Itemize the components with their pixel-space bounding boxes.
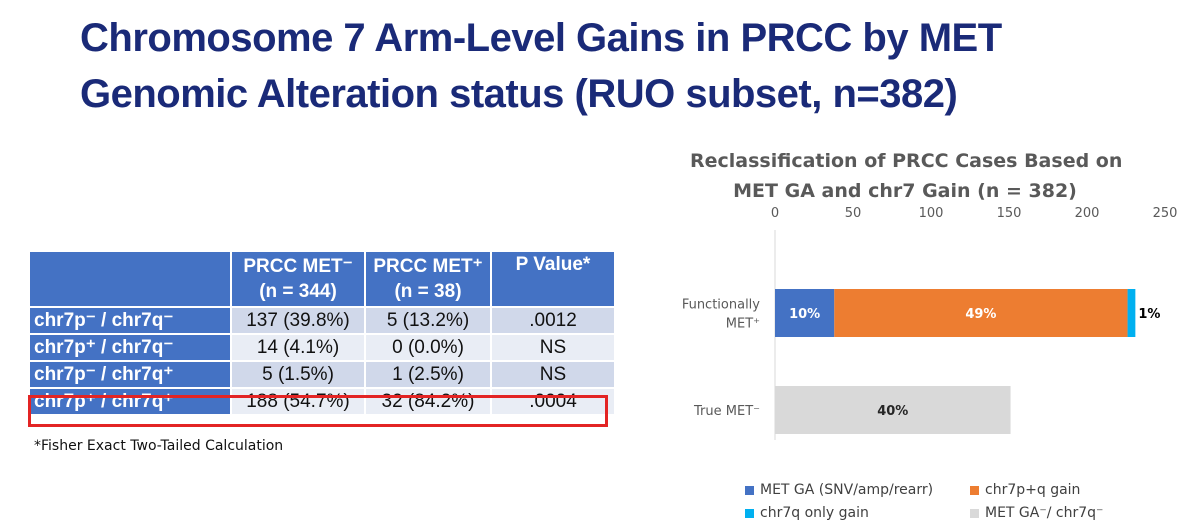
x-tick-label: 150 (997, 206, 1022, 221)
legend-swatch (970, 508, 979, 518)
legend-swatch (745, 485, 754, 495)
legend-label: chr7q only gain (760, 505, 869, 521)
row-label: chr7p⁺ / chr7q⁻ (30, 335, 230, 360)
table-header-row: PRCC MET⁻ (n = 344) PRCC MET⁺ (n = 38) P… (30, 252, 614, 306)
met-neg-cell: 188 (54.7%) (232, 389, 364, 414)
header-prcc-met-pos-n: (n = 38) (394, 281, 462, 302)
legend-item: MET GA⁻/ chr7q⁻ (970, 505, 1103, 521)
legend-item: chr7p+q gain (970, 482, 1080, 498)
legend-swatch (970, 485, 979, 495)
legend-item: chr7q only gain (745, 505, 869, 521)
met-pos-cell: 5 (13.2%) (366, 308, 490, 333)
x-tick-label: 0 (771, 206, 779, 221)
table-corner-cell (30, 252, 230, 306)
p-value-cell: .0012 (492, 308, 614, 333)
legend-swatch (745, 508, 754, 518)
met-pos-cell: 32 (84.2%) (366, 389, 490, 414)
header-prcc-met-neg-n: (n = 344) (259, 281, 337, 302)
data-label: 49% (965, 307, 996, 322)
legend-label: MET GA⁻/ chr7q⁻ (985, 505, 1104, 521)
row-label: chr7p⁻ / chr7q⁺ (30, 362, 230, 387)
row-label: chr7p⁻ / chr7q⁻ (30, 308, 230, 333)
header-p-value-label: P Value* (515, 254, 591, 275)
data-label: 1% (1138, 307, 1160, 322)
p-value-cell: NS (492, 362, 614, 387)
legend-item: MET GA (SNV/amp/rearr) (745, 482, 933, 498)
table-row: chr7p⁺ / chr7q⁺ 188 (54.7%) 32 (84.2%) .… (30, 389, 614, 414)
x-tick-label: 100 (919, 206, 944, 221)
legend-label: MET GA (SNV/amp/rearr) (760, 482, 934, 498)
met-pos-cell: 0 (0.0%) (366, 335, 490, 360)
p-value-cell: NS (492, 335, 614, 360)
reclassification-bar-chart: 0 50 100 150 200 250 Functionally MET⁺ 10% 49% 1% T… (682, 206, 1178, 440)
category-label: Functionally (682, 298, 760, 313)
header-p-value: P Value* (492, 252, 614, 306)
data-label: 40% (877, 404, 908, 419)
header-prcc-met-neg: PRCC MET⁻ (n = 344) (232, 252, 364, 306)
row-label: chr7p⁺ / chr7q⁺ (30, 389, 230, 414)
slide-title-line2: Genomic Alteration status (RUO subset, n… (80, 72, 958, 116)
header-prcc-met-pos-label: PRCC MET⁺ (373, 256, 483, 277)
chart-title: Reclassification of PRCC Cases Based on … (690, 146, 1123, 206)
header-prcc-met-pos: PRCC MET⁺ (n = 38) (366, 252, 490, 306)
table-row: chr7p⁻ / chr7q⁺ 5 (1.5%) 1 (2.5%) NS (30, 362, 614, 387)
x-tick-label: 50 (845, 206, 862, 221)
chart-title-line1: Reclassification of PRCC Cases Based on (690, 150, 1123, 172)
header-prcc-met-neg-label: PRCC MET⁻ (243, 256, 353, 277)
slide-title: Chromosome 7 Arm-Level Gains in PRCC by … (80, 10, 1180, 122)
bar-segment (775, 386, 1011, 434)
met-status-table: PRCC MET⁻ (n = 344) PRCC MET⁺ (n = 38) P… (28, 250, 616, 416)
slide-title-line1: Chromosome 7 Arm-Level Gains in PRCC by … (80, 16, 1002, 60)
table-row: chr7p⁻ / chr7q⁻ 137 (39.8%) 5 (13.2%) .0… (30, 308, 614, 333)
p-value-cell: .0004 (492, 389, 614, 414)
table-row: chr7p⁺ / chr7q⁻ 14 (4.1%) 0 (0.0%) NS (30, 335, 614, 360)
bar-segment (834, 289, 1128, 337)
category-label: True MET⁻ (693, 404, 760, 419)
bar-segment (1127, 289, 1136, 337)
chart-title-line2: MET GA and chr7 Gain (n = 382) (733, 180, 1077, 202)
bar-segment (775, 289, 835, 337)
met-pos-cell: 1 (2.5%) (366, 362, 490, 387)
met-neg-cell: 5 (1.5%) (232, 362, 364, 387)
x-tick-label: 250 (1153, 206, 1178, 221)
category-label: MET⁺ (726, 317, 760, 332)
data-label: 10% (789, 307, 820, 322)
table-footnote: *Fisher Exact Two-Tailed Calculation (34, 438, 284, 454)
x-tick-label: 200 (1075, 206, 1100, 221)
legend-label: chr7p+q gain (985, 482, 1081, 498)
met-neg-cell: 137 (39.8%) (232, 308, 364, 333)
met-neg-cell: 14 (4.1%) (232, 335, 364, 360)
